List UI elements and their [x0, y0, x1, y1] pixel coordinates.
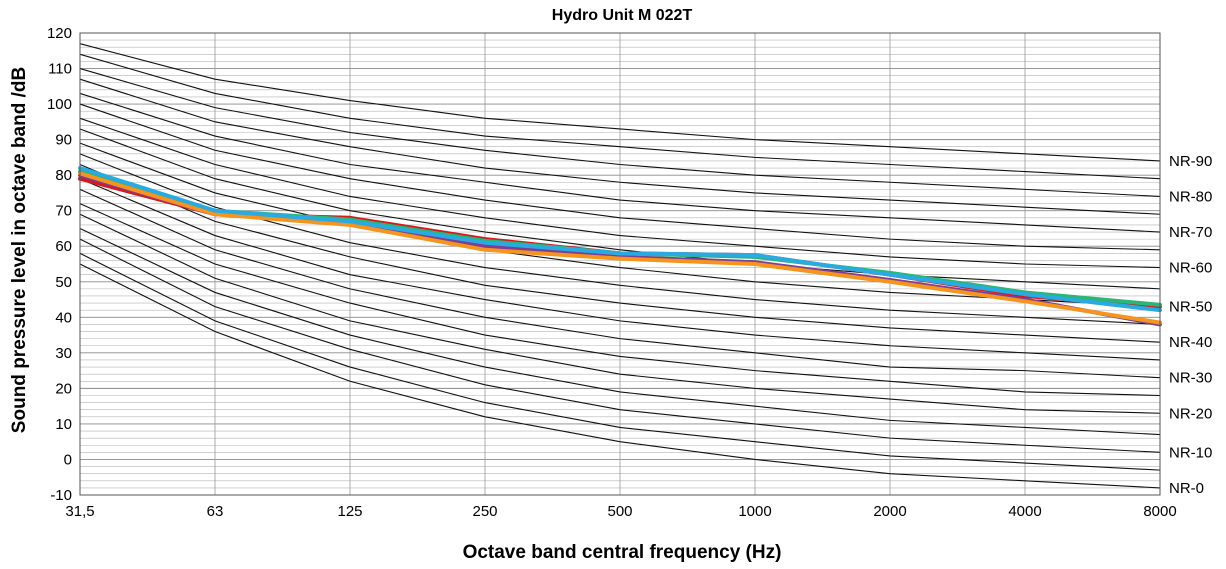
nr-curve — [79, 92, 1161, 233]
axis-ticks: -10 0 10 20 30 40 50 60 70 80 90 100 110 120 31,5 63 125… — [47, 25, 1177, 520]
nr-curve-label: NR-40 — [1169, 334, 1212, 351]
plot-frame — [79, 32, 1161, 496]
y-tick-label: 60 — [55, 238, 72, 255]
nr-curve — [79, 128, 1161, 290]
y-tick-label: 90 — [55, 132, 72, 149]
nr-curve — [79, 203, 1161, 397]
nr-curve — [79, 263, 1161, 489]
y-axis-title: Sound pressure level in octave band /dB — [9, 67, 30, 433]
data-series-line — [78, 166, 1162, 313]
x-axis-title: Octave band central frequency (Hz) — [463, 542, 782, 563]
x-tick-label: 125 — [337, 503, 362, 520]
nr-curve — [79, 188, 1161, 379]
x-tick-label: 31,5 — [65, 503, 94, 520]
x-tick-label: 1000 — [738, 503, 771, 520]
x-tick-label: 4000 — [1008, 503, 1041, 520]
x-tick-label: 8000 — [1143, 503, 1176, 520]
nr-curve — [79, 103, 1161, 251]
nr-curve-label: NR-50 — [1169, 299, 1212, 316]
y-tick-label: 20 — [55, 380, 72, 397]
nr-curve-label: NR-20 — [1169, 405, 1212, 422]
y-tick-label: 10 — [55, 416, 72, 433]
nr-curve — [79, 117, 1161, 269]
y-tick-label: 110 — [48, 61, 72, 78]
data-series — [78, 166, 1162, 327]
y-tick-label: 80 — [55, 167, 72, 184]
nr-curve-label: NR-60 — [1169, 260, 1212, 277]
nr-curve — [79, 43, 1161, 162]
nr-curve — [79, 238, 1161, 453]
nr-curve — [79, 163, 1161, 343]
x-tick-label: 63 — [207, 503, 224, 520]
nr-curve — [79, 227, 1161, 436]
nr-curve — [79, 78, 1161, 215]
x-tick-label: 250 — [472, 503, 497, 520]
nr-curve-label: NR-30 — [1169, 370, 1212, 387]
x-tick-label: 500 — [607, 503, 632, 520]
nr-curve — [79, 142, 1161, 308]
nr-curve-label: NR-0 — [1169, 480, 1204, 497]
y-tick-label: 50 — [55, 274, 72, 291]
y-tick-label: -10 — [50, 487, 72, 504]
y-tick-label: 40 — [55, 309, 72, 326]
x-tick-label: 2000 — [873, 503, 906, 520]
y-tick-label: 0 — [64, 451, 72, 468]
nr-curve-label: NR-10 — [1169, 444, 1212, 461]
nr-curve-label: NR-80 — [1169, 188, 1212, 205]
y-tick-label: 120 — [47, 25, 72, 42]
nr-curves: NR-0 NR-10 NR-20 NR-30 NR-40 NR-50 NR-60 NR-70 N… — [79, 43, 1212, 497]
y-tick-label: 100 — [47, 96, 72, 113]
nr-curve — [79, 213, 1161, 414]
y-tick-label: 70 — [55, 203, 72, 220]
chart-title: Hydro Unit M 022T — [552, 7, 693, 24]
nr-curve — [79, 178, 1161, 361]
data-series-line — [78, 171, 1162, 325]
nr-curve-label: NR-70 — [1169, 224, 1212, 241]
nr-curve — [79, 252, 1161, 471]
nr-curve-label: NR-90 — [1169, 153, 1212, 170]
nr-curve — [79, 53, 1161, 180]
nr-curve — [79, 68, 1161, 198]
y-tick-label: 30 — [55, 345, 72, 362]
